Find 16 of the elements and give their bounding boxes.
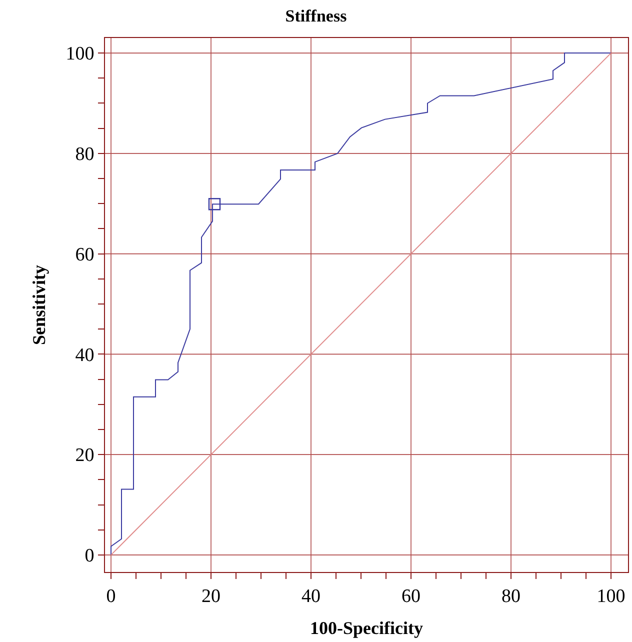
x-tick-label: 100: [596, 586, 626, 607]
x-tick-label: 20: [202, 586, 220, 607]
y-tick-label: 60: [75, 244, 94, 266]
x-axis-title: 100-Specificity: [310, 618, 423, 638]
y-tick-label: 100: [66, 44, 94, 65]
line-series: [110, 52, 612, 556]
y-tick-label: 40: [75, 344, 94, 366]
y-tick-label: 20: [75, 445, 94, 466]
x-tick-label: 60: [402, 586, 420, 607]
y-tick-label: 80: [75, 144, 94, 166]
x-tick-label: 40: [302, 586, 320, 607]
chart-title: Stiffness: [285, 6, 348, 26]
x-tick-label: 80: [502, 586, 520, 607]
x-tick-label: 0: [106, 586, 116, 607]
y-axis-title: Sensitivity: [28, 264, 49, 346]
y-tick-label: 0: [84, 546, 94, 567]
